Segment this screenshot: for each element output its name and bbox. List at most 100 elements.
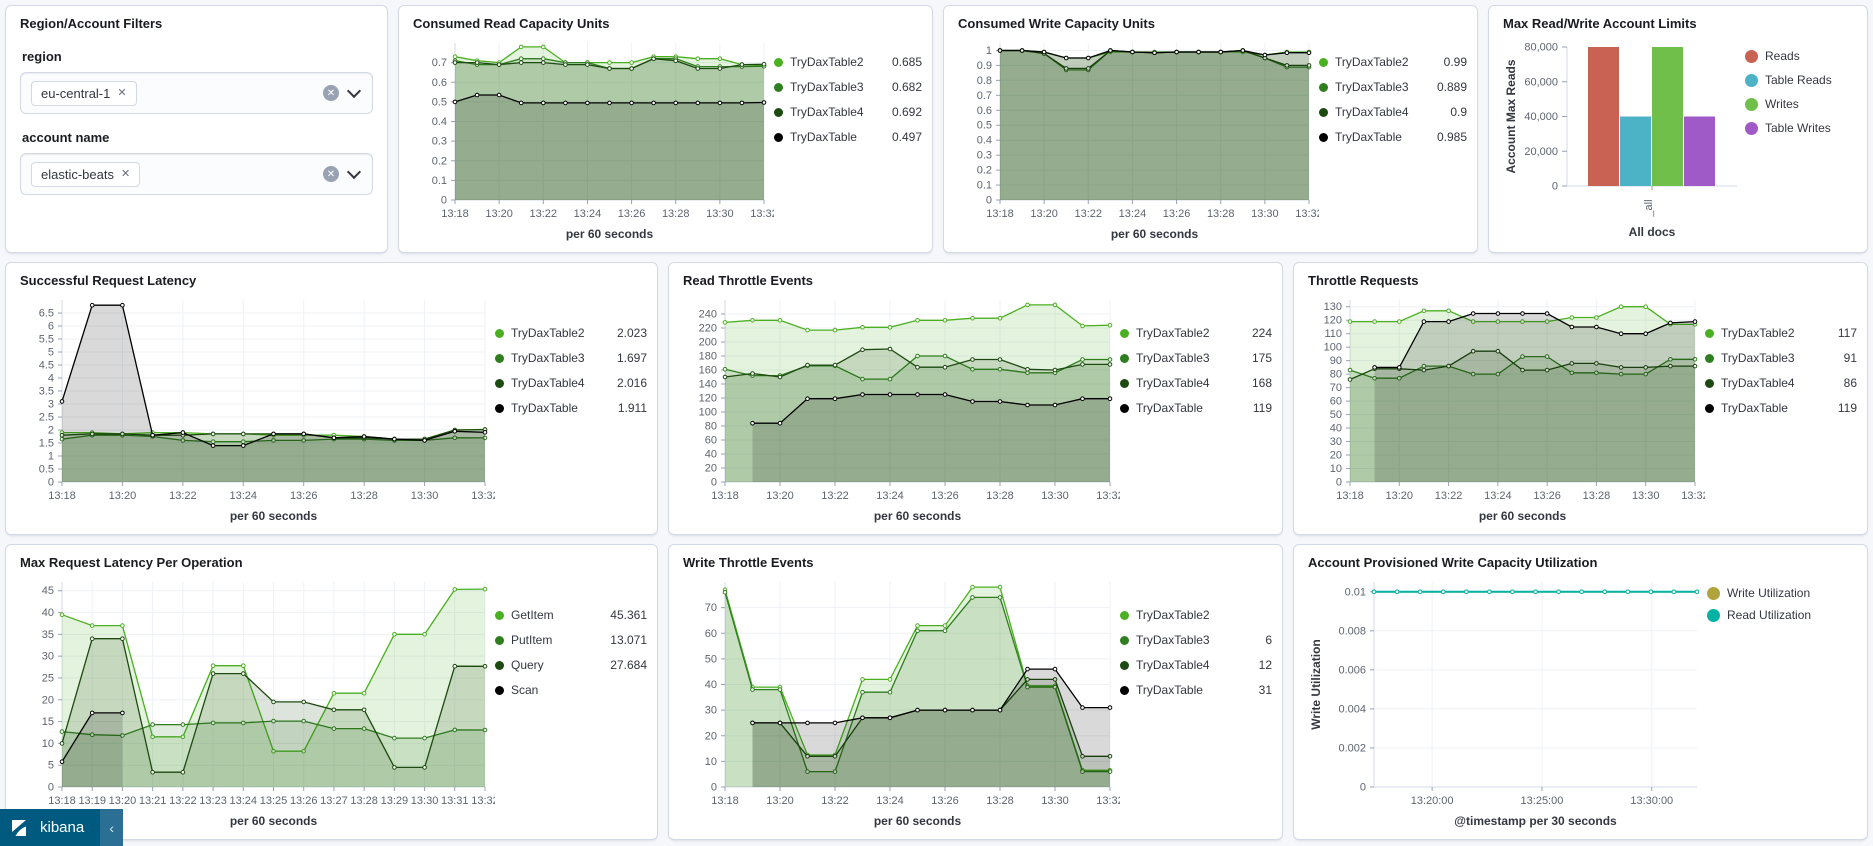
kibana-logo[interactable] — [0, 809, 38, 846]
legend-label: TryDaxTable2 — [511, 326, 585, 340]
svg-text:@timestamp per 30 seconds: @timestamp per 30 seconds — [1454, 814, 1617, 828]
svg-text:10: 10 — [705, 756, 717, 768]
svg-text:20: 20 — [705, 730, 717, 742]
dashboard-row-3: Max Request Latency Per Operation 0 5 10 15… — [5, 544, 1868, 840]
account-limits-chart[interactable]: 0 20,000 40,000 60,000 80,000 _all All docs Acc… — [1499, 33, 1745, 244]
legend-item[interactable]: TryDaxTable 0.497 — [774, 130, 922, 144]
svg-text:110: 110 — [1324, 328, 1342, 340]
account-combobox[interactable]: elastic-beats ✕ ✕ — [20, 153, 373, 195]
collapse-nav-icon[interactable]: ‹ — [100, 809, 124, 846]
svg-text:13:18: 13:18 — [1336, 490, 1364, 502]
svg-text:13:28: 13:28 — [986, 795, 1014, 807]
legend-item[interactable]: TryDaxTable3 6 — [1120, 633, 1272, 647]
legend-item[interactable]: TryDaxTable2 — [1120, 608, 1272, 622]
clear-icon[interactable]: ✕ — [323, 166, 339, 182]
legend-item[interactable]: TryDaxTable3 91 — [1705, 351, 1857, 365]
clear-icon[interactable]: ✕ — [323, 85, 339, 101]
region-chip[interactable]: eu-central-1 ✕ — [31, 80, 137, 106]
chip-remove-icon[interactable]: ✕ — [120, 167, 131, 180]
svg-text:0: 0 — [711, 782, 717, 794]
legend-item[interactable]: TryDaxTable3 0.889 — [1319, 80, 1467, 94]
region-combobox[interactable]: eu-central-1 ✕ ✕ — [20, 72, 373, 114]
legend-item[interactable]: Table Writes — [1745, 121, 1857, 135]
chevron-down-icon[interactable] — [346, 164, 362, 179]
svg-text:160: 160 — [699, 365, 717, 377]
kibana-label[interactable]: kibana — [38, 809, 101, 846]
svg-text:40: 40 — [42, 607, 54, 619]
write-utilization-chart[interactable]: 0 0.002 0.004 0.006 0.008 0.01 13:20:00 13:25:0… — [1304, 572, 1707, 831]
legend-item[interactable]: TryDaxTable 31 — [1120, 683, 1272, 697]
chart-legend: TryDaxTable2 TryDaxTable3 6 TryDaxTable4 12 T… — [1120, 572, 1272, 831]
svg-text:13:24: 13:24 — [876, 490, 904, 502]
legend-item[interactable]: TryDaxTable 0.985 — [1319, 130, 1467, 144]
dashboard-row-2: Successful Request Latency 0 0.5 1 1.5 2 2.5 3… — [5, 262, 1868, 535]
svg-text:0.1: 0.1 — [977, 180, 992, 192]
svg-text:0.6: 0.6 — [977, 105, 992, 117]
legend-item[interactable]: TryDaxTable2 0.685 — [774, 55, 922, 69]
svg-text:13:28: 13:28 — [1207, 208, 1235, 220]
write-throttle-chart[interactable]: 0 10 20 30 40 50 60 70 13:18 13:20 13:22 13:24 13:26… — [679, 572, 1124, 831]
svg-text:40,000: 40,000 — [1524, 111, 1558, 123]
consumed-read-chart[interactable]: 0 0.1 0.2 0.3 0.4 0.5 0.6 0.7 13:18 13:20 13:22 13:… — [409, 33, 778, 244]
svg-text:0: 0 — [48, 782, 54, 794]
legend-item[interactable]: Reads — [1745, 49, 1857, 63]
legend-item[interactable]: TryDaxTable3 0.682 — [774, 80, 922, 94]
legend-value: 0.9 — [1450, 105, 1467, 119]
legend-value: 0.682 — [891, 80, 922, 94]
legend-item[interactable]: TryDaxTable4 0.9 — [1319, 105, 1467, 119]
svg-text:13:20: 13:20 — [1386, 490, 1414, 502]
series-dot-icon — [495, 353, 504, 363]
legend-item[interactable]: PutItem 13.071 — [495, 633, 647, 647]
legend-item[interactable]: TryDaxTable4 168 — [1120, 376, 1272, 390]
svg-text:0.4: 0.4 — [977, 135, 992, 147]
throttle-requests-chart[interactable]: 0 10 20 30 40 50 60 70 80 90 100 110 120 130 13:18 13:2… — [1304, 290, 1709, 526]
successful-latency-chart[interactable]: 0 0.5 1 1.5 2 2.5 3 3.5 4 4.5 5 5.5 6 6.5 13:18 13:20 13… — [16, 290, 499, 526]
legend-item[interactable]: Table Reads — [1745, 73, 1857, 87]
legend-item[interactable]: TryDaxTable3 175 — [1120, 351, 1272, 365]
svg-text:13:32: 13:32 — [471, 795, 495, 807]
legend-item[interactable]: Query 27.684 — [495, 658, 647, 672]
legend-label: TryDaxTable4 — [1335, 105, 1409, 119]
svg-text:240: 240 — [699, 309, 717, 321]
legend-item[interactable]: TryDaxTable2 224 — [1120, 326, 1272, 340]
region-chip-label: eu-central-1 — [41, 85, 111, 101]
legend-item[interactable]: TryDaxTable 119 — [1120, 401, 1272, 415]
chart-legend: Reads Table Reads Writes Table Writes — [1745, 33, 1857, 244]
legend-item[interactable]: TryDaxTable 1.911 — [495, 401, 647, 415]
legend-item[interactable]: TryDaxTable4 2.016 — [495, 376, 647, 390]
series-dot-icon — [1705, 328, 1714, 338]
legend-item[interactable]: Write Utilization — [1707, 586, 1857, 600]
kibana-logo-icon — [12, 819, 26, 836]
svg-text:90: 90 — [1330, 355, 1342, 367]
svg-text:13:32: 13:32 — [1096, 795, 1120, 807]
consumed-write-chart[interactable]: 0 0.1 0.2 0.3 0.4 0.5 0.6 0.7 0.8 0.9 1 13:18 13:20 1… — [954, 33, 1323, 244]
legend-value: 45.361 — [610, 608, 647, 622]
legend-item[interactable]: TryDaxTable2 2.023 — [495, 326, 647, 340]
legend-item[interactable]: TryDaxTable2 117 — [1705, 326, 1857, 340]
legend-item[interactable]: TryDaxTable2 0.99 — [1319, 55, 1467, 69]
panel-title: Region/Account Filters — [20, 16, 163, 31]
legend-item[interactable]: TryDaxTable4 86 — [1705, 376, 1857, 390]
svg-text:0: 0 — [1336, 477, 1342, 489]
legend-item[interactable]: GetItem 45.361 — [495, 608, 647, 622]
read-throttle-chart[interactable]: 0 20 40 60 80 100 120 140 160 180 200 220 240 13:18 13… — [679, 290, 1124, 526]
legend-item[interactable]: Writes — [1745, 97, 1857, 111]
chip-remove-icon[interactable]: ✕ — [117, 86, 127, 99]
legend-item[interactable]: Read Utilization — [1707, 608, 1857, 622]
legend-item[interactable]: TryDaxTable3 1.697 — [495, 351, 647, 365]
svg-text:13:18: 13:18 — [711, 795, 739, 807]
legend-item[interactable]: TryDaxTable4 0.692 — [774, 105, 922, 119]
series-dot-icon — [495, 685, 504, 695]
svg-text:Write Utilization: Write Utilization — [1309, 639, 1323, 729]
account-chip[interactable]: elastic-beats ✕ — [31, 161, 141, 187]
svg-text:30: 30 — [1330, 436, 1342, 448]
panel-title: Max Read/Write Account Limits — [1503, 16, 1697, 31]
chevron-down-icon[interactable] — [346, 83, 362, 98]
max-latency-chart[interactable]: 0 5 10 15 20 25 30 35 40 45 13:18 13:19 13:20 13:21 13… — [16, 572, 499, 831]
legend-item[interactable]: Scan — [495, 683, 647, 697]
legend-item[interactable]: TryDaxTable4 12 — [1120, 658, 1272, 672]
svg-text:13:28: 13:28 — [662, 208, 690, 220]
legend-item[interactable]: TryDaxTable 119 — [1705, 401, 1857, 415]
svg-text:13:27: 13:27 — [320, 795, 348, 807]
svg-text:13:30: 13:30 — [1041, 490, 1069, 502]
